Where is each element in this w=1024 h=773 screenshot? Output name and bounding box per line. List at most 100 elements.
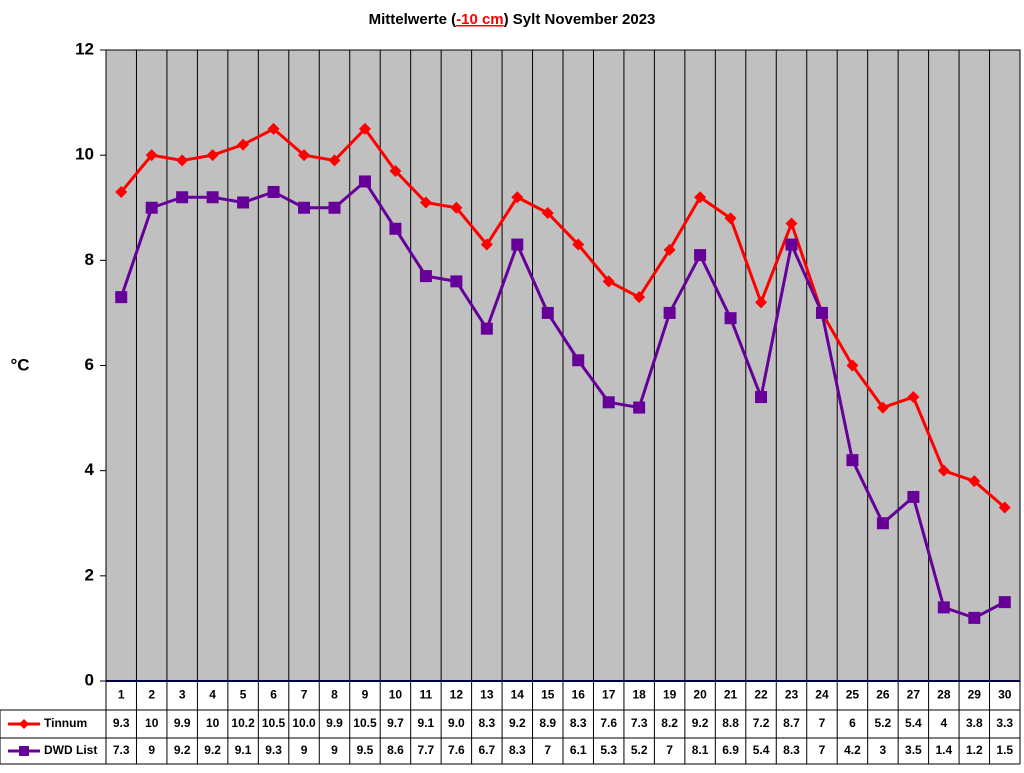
marker [511,238,524,251]
data-table-value: 9.2 [204,743,221,757]
marker [937,601,950,614]
x-tick-label: 30 [998,688,1012,702]
marker [419,196,432,209]
data-table-value: 7.3 [631,716,648,730]
marker [694,191,707,204]
data-table-value: 3 [880,743,887,757]
data-table-value: 5.3 [600,743,617,757]
x-tick-label: 24 [815,688,829,702]
data-table-value: 8.6 [387,743,404,757]
data-table-value: 7 [819,716,826,730]
data-table-value: 5.4 [753,743,770,757]
marker [541,207,554,220]
data-table-value: 8.7 [783,716,800,730]
data-table-value: 7.7 [418,743,435,757]
data-table-value: 7 [544,743,551,757]
data-table-value: 3.5 [905,743,922,757]
x-tick-label: 10 [389,688,403,702]
data-table-value: 9.1 [418,716,435,730]
data-table-value: 8.3 [509,743,526,757]
legend-key-marker [19,746,29,756]
marker [572,354,585,367]
x-tick-label: 4 [209,688,216,702]
x-tick-label: 19 [663,688,677,702]
data-table-value: 5.4 [905,716,922,730]
data-table-value: 8.9 [539,716,556,730]
data-table-value: 9.9 [326,716,343,730]
marker [663,306,676,319]
data-table-value: 10.5 [262,716,286,730]
marker [450,201,463,214]
data-table-value: 9 [301,743,308,757]
marker [145,201,158,214]
data-table-value: 9.3 [265,743,282,757]
x-tick-label: 29 [968,688,982,702]
data-table-value: 7.6 [600,716,617,730]
marker [480,238,493,251]
data-table-value: 8.3 [783,743,800,757]
marker [724,312,737,325]
marker [511,191,524,204]
x-tick-label: 3 [179,688,186,702]
marker [267,122,280,135]
y-tick-label: 2 [85,565,94,584]
legend-label: DWD List [44,743,97,757]
x-tick-label: 25 [846,688,860,702]
x-tick-label: 22 [754,688,768,702]
marker [237,138,250,151]
y-tick-label: 10 [75,145,94,164]
marker [968,611,981,624]
marker [724,212,737,225]
marker [419,270,432,283]
marker [785,238,798,251]
data-table-value: 4 [940,716,947,730]
x-tick-label: 21 [724,688,738,702]
title-highlight: -10 cm [456,11,504,28]
marker [450,275,463,288]
marker [206,149,219,162]
data-table-value: 1.5 [996,743,1013,757]
marker [267,185,280,198]
x-tick-label: 6 [270,688,277,702]
x-tick-label: 26 [876,688,890,702]
marker [328,201,341,214]
legend-label: Tinnum [44,716,87,730]
data-table-value: 8.3 [478,716,495,730]
data-table-value: 6 [849,716,856,730]
data-table-value: 9.0 [448,716,465,730]
x-tick-label: 13 [480,688,494,702]
marker [815,306,828,319]
data-table-value: 7.6 [448,743,465,757]
marker [358,122,371,135]
x-tick-label: 15 [541,688,555,702]
marker [694,249,707,262]
data-table-value: 7.3 [113,743,130,757]
data-table-value: 8.3 [570,716,587,730]
data-table-value: 10.5 [353,716,377,730]
data-table-value: 10.2 [231,716,255,730]
marker [846,359,859,372]
x-tick-label: 18 [632,688,646,702]
data-table-value: 7 [819,743,826,757]
marker [541,306,554,319]
y-tick-label: 8 [85,250,94,269]
y-axis-label: °C [10,355,29,374]
data-table-value: 5.2 [631,743,648,757]
data-table-value: 8.1 [692,743,709,757]
marker [176,191,189,204]
data-table-value: 1.2 [966,743,983,757]
x-tick-label: 17 [602,688,616,702]
data-table-value: 9 [331,743,338,757]
data-table-value: 9.2 [692,716,709,730]
chart-title: Mittelwerte (-10 cm) Sylt November 2023 [369,11,656,28]
marker [876,517,889,530]
x-tick-label: 20 [693,688,707,702]
data-table-value: 9 [148,743,155,757]
marker [937,464,950,477]
marker [389,222,402,235]
x-tick-label: 14 [511,688,525,702]
data-table-value: 10.0 [292,716,316,730]
data-table-value: 5.2 [875,716,892,730]
